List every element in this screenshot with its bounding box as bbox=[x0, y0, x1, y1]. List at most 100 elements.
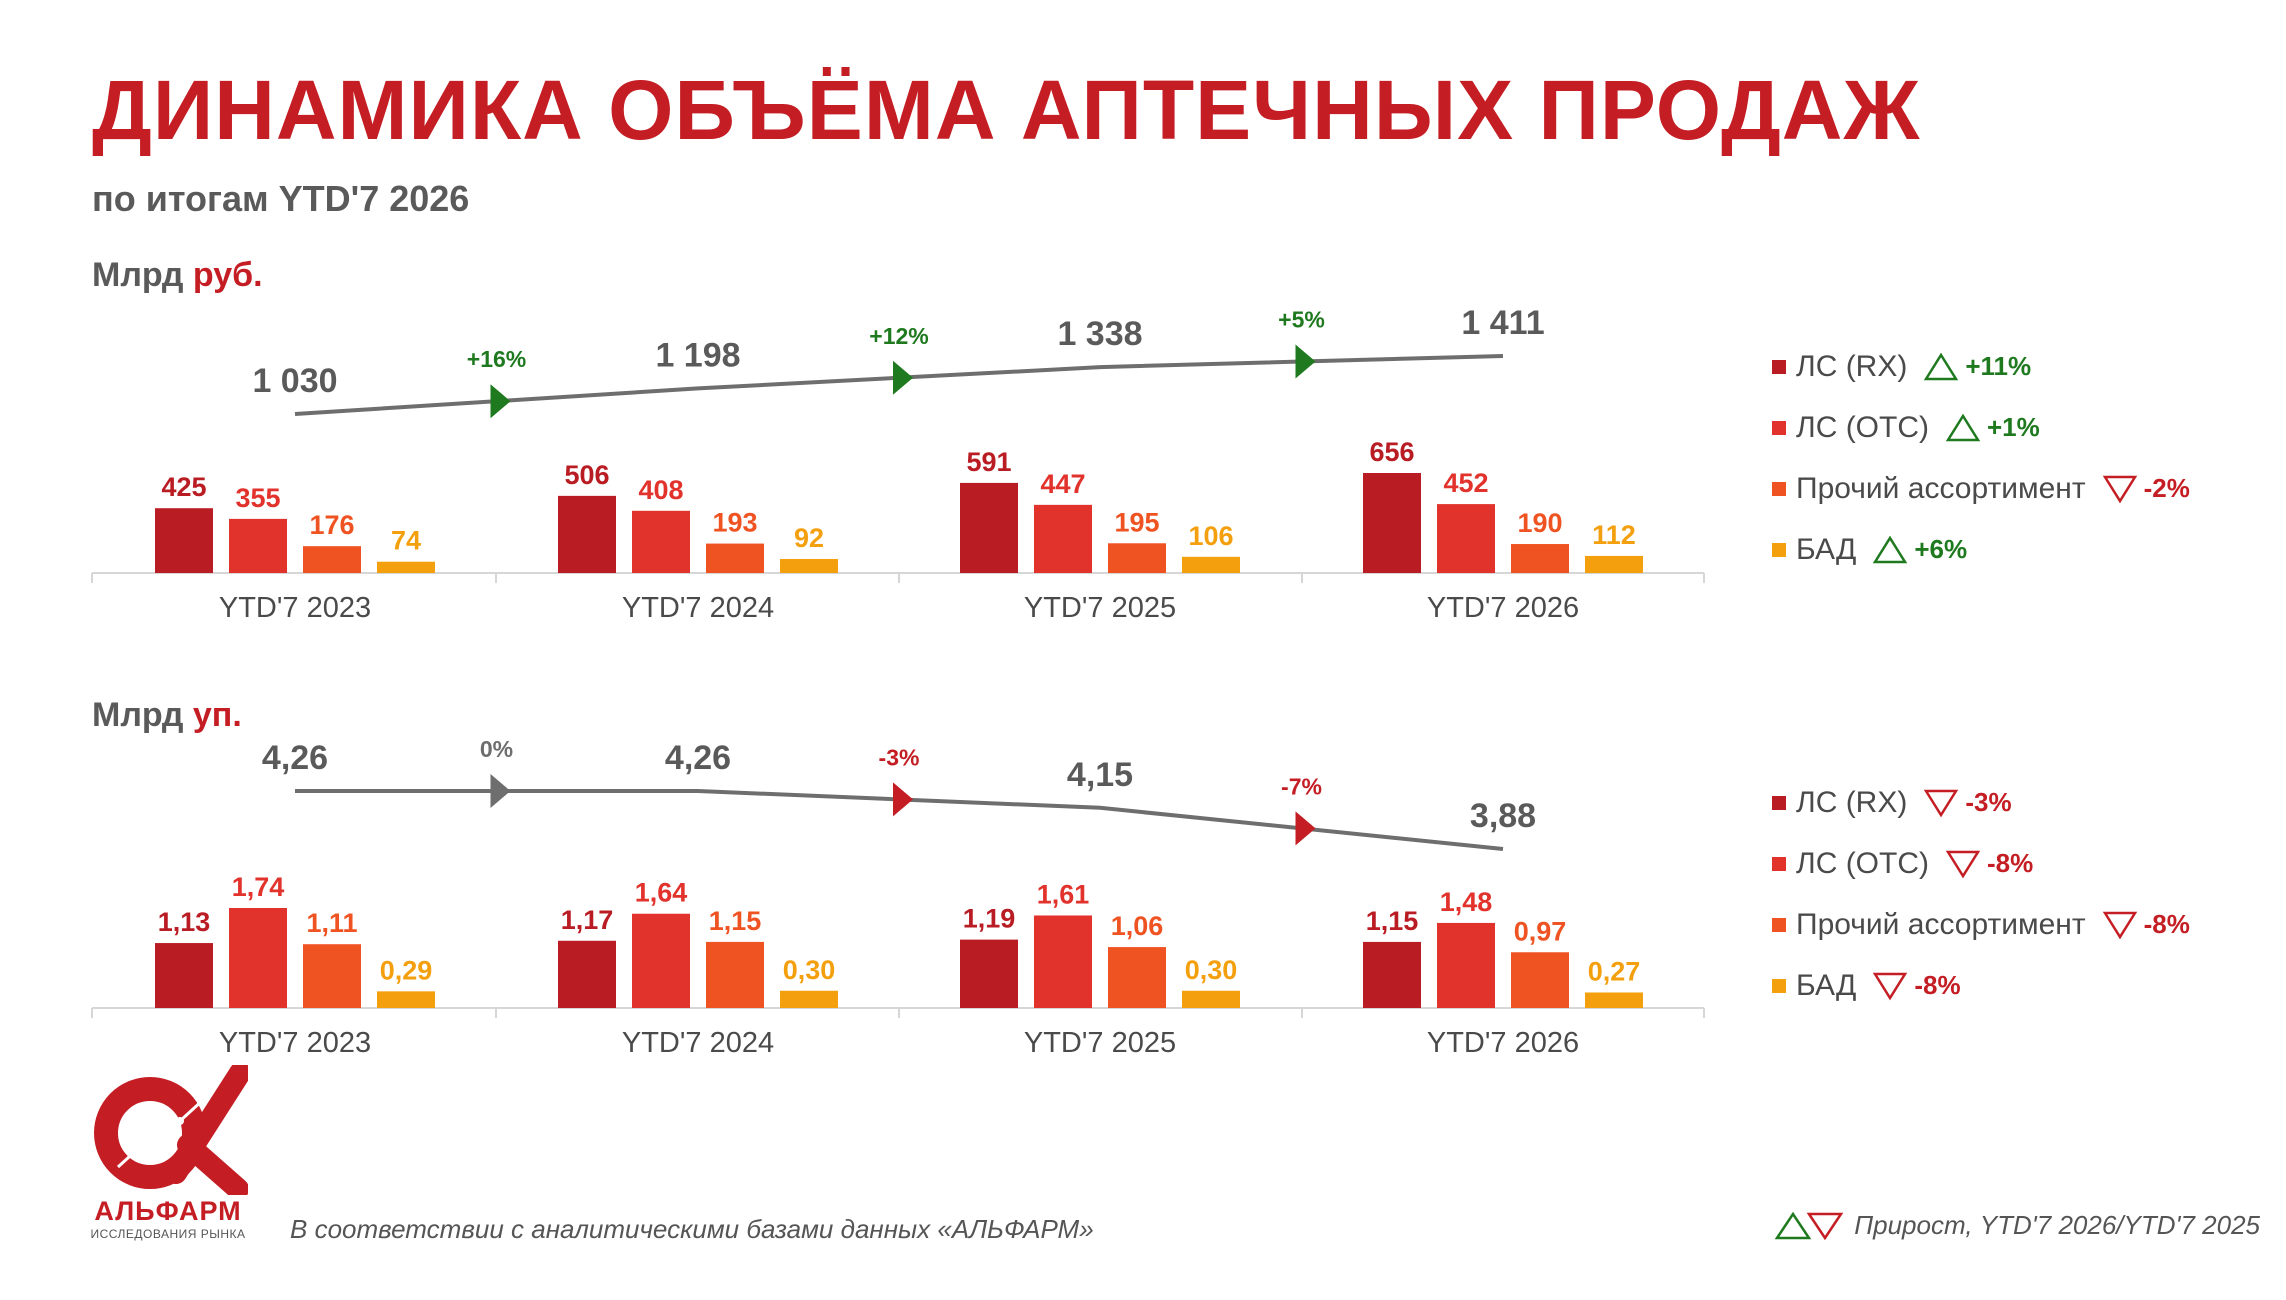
bar bbox=[1585, 992, 1643, 1008]
data-label: 1,13 bbox=[158, 907, 211, 937]
category-label: YTD'7 2025 bbox=[1024, 592, 1176, 624]
triangle-down-icon bbox=[1945, 850, 1981, 878]
data-label: 0,30 bbox=[783, 955, 836, 985]
logo-name: АЛЬФАРМ bbox=[94, 1196, 242, 1226]
legend-swatch bbox=[1772, 917, 1786, 932]
legend-label: ЛС (ОТС) bbox=[1796, 846, 1929, 880]
data-label: 190 bbox=[1517, 508, 1562, 538]
data-label: 452 bbox=[1443, 468, 1488, 498]
bar bbox=[1585, 555, 1643, 573]
data-label: 1,61 bbox=[1037, 879, 1090, 909]
growth-arrow bbox=[490, 774, 511, 808]
legend-change: -3% bbox=[1965, 787, 2012, 817]
bar bbox=[155, 508, 213, 573]
growth-arrow bbox=[1295, 344, 1316, 379]
category-label: YTD'7 2023 bbox=[219, 592, 371, 624]
data-label: 1,74 bbox=[232, 872, 285, 902]
growth-label: +12% bbox=[869, 323, 928, 349]
triangle-down-icon bbox=[1873, 972, 1908, 1000]
category-label: YTD'7 2024 bbox=[622, 592, 774, 624]
bar bbox=[1034, 504, 1092, 573]
bar bbox=[558, 495, 616, 573]
unit-prefix: Млрд bbox=[92, 256, 193, 294]
legend-label: Прочий ассортимент bbox=[1796, 471, 2086, 505]
bar bbox=[303, 944, 361, 1008]
logo: АЛЬФАРМ ИССЛЕДОВАНИЯ РЫНКА bbox=[88, 1062, 251, 1241]
growth-arrow bbox=[490, 384, 511, 419]
growth-label: -3% bbox=[879, 744, 920, 770]
footer-note: В соответствии с аналитическими базами д… bbox=[290, 1214, 1094, 1244]
legend-label: Прочий ассортимент bbox=[1796, 907, 2086, 941]
chart-rub: 425 506 591 656 355 408 447 452 176 193 195 190 74 92… bbox=[91, 304, 1705, 624]
data-label: 92 bbox=[794, 523, 824, 553]
legend-swatch bbox=[1772, 481, 1786, 496]
total-label: 1 338 bbox=[1057, 315, 1142, 353]
legend-change: +11% bbox=[1965, 351, 2032, 381]
footer-legend: Прирост, YTD'7 2026/YTD'7 2025 bbox=[1774, 1210, 2260, 1241]
data-label: 425 bbox=[161, 472, 206, 502]
legend-item: БАД +6% bbox=[1772, 519, 2190, 580]
data-label: 112 bbox=[1592, 520, 1636, 550]
bar bbox=[155, 943, 213, 1008]
legend-change: -8% bbox=[1914, 970, 1961, 1000]
legend-rub: ЛС (RX) +11% ЛС (ОТС) +1% Прочий ассортимент… bbox=[1772, 336, 2190, 580]
chart-up: 1,13 1,17 1,19 1,15 1,74 1,64 1,61 1,48 1,11 1,15… bbox=[91, 736, 1705, 1059]
bar bbox=[1511, 952, 1569, 1008]
legend-label: ЛС (RX) bbox=[1796, 349, 1908, 383]
footer-legend-text: Прирост, YTD'7 2026/YTD'7 2025 bbox=[1854, 1210, 2260, 1240]
unit-highlight: руб. bbox=[192, 256, 263, 294]
legend-swatch bbox=[1772, 856, 1786, 871]
growth-triangles-icon bbox=[1774, 1211, 1844, 1240]
legend-swatch bbox=[1772, 978, 1786, 993]
triangle-down-icon bbox=[2102, 911, 2137, 939]
bar bbox=[229, 518, 287, 573]
triangle-up-icon bbox=[1873, 535, 1908, 563]
total-label: 1 030 bbox=[252, 362, 337, 400]
page-subtitle: по итогам YTD'7 2026 bbox=[92, 178, 470, 219]
bar bbox=[1182, 556, 1240, 573]
legend-swatch bbox=[1772, 420, 1786, 435]
legend-change: +6% bbox=[1914, 534, 1968, 564]
data-label: 1,19 bbox=[963, 904, 1016, 934]
logo-tagline: ИССЛЕДОВАНИЯ РЫНКА bbox=[90, 1227, 246, 1241]
bar bbox=[780, 990, 838, 1008]
growth-label: -7% bbox=[1281, 773, 1322, 799]
legend-label: БАД bbox=[1796, 968, 1857, 1002]
data-label: 0,27 bbox=[1588, 956, 1641, 986]
bar bbox=[960, 482, 1018, 573]
data-label: 0,30 bbox=[1185, 955, 1238, 985]
data-label: 0,97 bbox=[1514, 916, 1567, 946]
data-label: 176 bbox=[309, 510, 354, 540]
legend-up: ЛС (RX) -3% ЛС (ОТС) -8% Прочий ассортимент -… bbox=[1772, 772, 2190, 1016]
category-label: YTD'7 2026 bbox=[1427, 592, 1579, 624]
legend-swatch bbox=[1772, 542, 1786, 557]
category-label: YTD'7 2025 bbox=[1024, 1027, 1176, 1059]
bar bbox=[780, 558, 838, 573]
category-label: YTD'7 2023 bbox=[219, 1027, 371, 1059]
legend-change: +1% bbox=[1987, 412, 2040, 442]
bar bbox=[1108, 947, 1166, 1008]
bar bbox=[1511, 544, 1569, 573]
data-label: 408 bbox=[638, 475, 683, 505]
legend-item: БАД -8% bbox=[1772, 955, 2190, 1016]
total-label: 4,26 bbox=[665, 739, 731, 777]
data-label: 1,64 bbox=[635, 878, 688, 908]
bar bbox=[1034, 915, 1092, 1008]
legend-item: ЛС (ОТС) -8% bbox=[1772, 833, 2190, 894]
legend-swatch bbox=[1772, 795, 1786, 810]
bar bbox=[377, 561, 435, 573]
bar bbox=[1363, 941, 1421, 1008]
bar bbox=[632, 510, 690, 573]
growth-arrow bbox=[893, 360, 913, 395]
bar bbox=[706, 543, 764, 573]
total-label: 1 411 bbox=[1461, 304, 1544, 342]
growth-label: +16% bbox=[467, 346, 526, 372]
data-label: 193 bbox=[712, 508, 757, 538]
data-label: 447 bbox=[1040, 469, 1085, 499]
category-label: YTD'7 2024 bbox=[622, 1027, 774, 1059]
bar bbox=[229, 908, 287, 1008]
legend-label: БАД bbox=[1796, 532, 1857, 566]
category-label: YTD'7 2026 bbox=[1427, 1027, 1579, 1059]
legend-change: -2% bbox=[2143, 473, 2190, 503]
data-label: 656 bbox=[1369, 437, 1414, 467]
